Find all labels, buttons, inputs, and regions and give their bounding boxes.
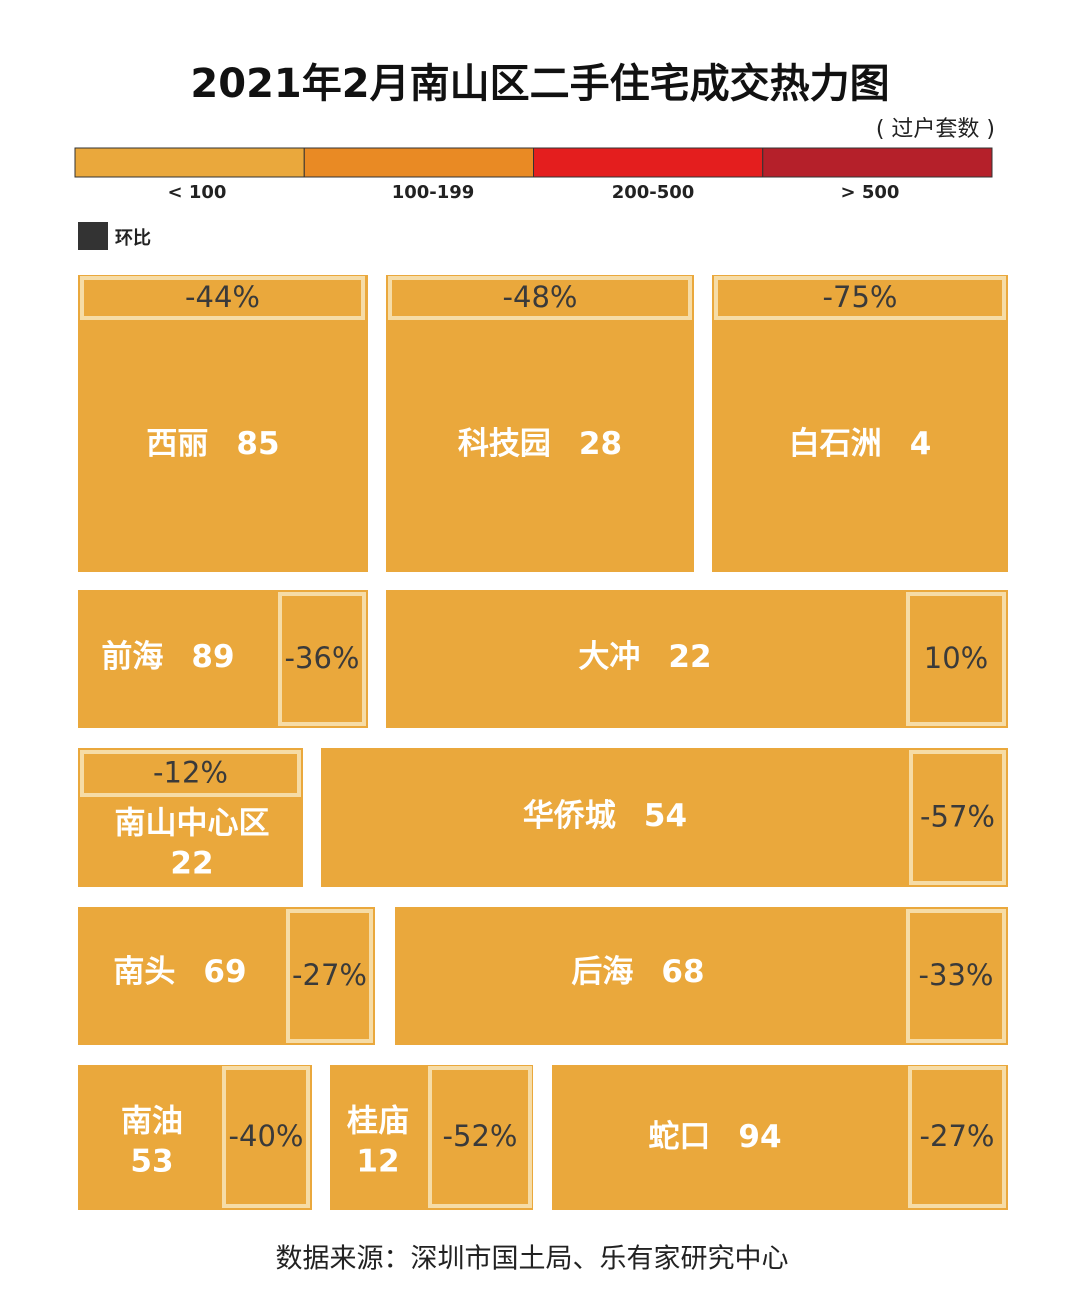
change-box	[428, 1066, 532, 1208]
change-box	[906, 592, 1006, 726]
tile-value: 68	[661, 954, 704, 990]
tile-value: 22	[170, 846, 213, 882]
tile-label: 前海 89	[101, 639, 234, 675]
tile	[712, 275, 1008, 572]
change-label: 10%	[924, 641, 988, 675]
tile-name: 前海	[101, 639, 163, 675]
change-label: -27%	[920, 1119, 995, 1153]
change-box	[908, 1066, 1006, 1208]
tile-value: 22	[668, 639, 711, 675]
change-label: -12%	[153, 756, 228, 790]
change-label: -33%	[919, 958, 994, 992]
tile-value: 85	[236, 426, 279, 462]
tile-name: 西丽	[146, 426, 208, 462]
change-legend-label: 环比	[115, 228, 151, 249]
tile-name: 蛇口	[648, 1119, 710, 1155]
tile-name: 大冲	[578, 639, 640, 675]
tile-label: 后海 68	[571, 954, 704, 990]
legend-swatch	[762, 147, 993, 178]
change-box	[388, 276, 692, 320]
tile-name: 南山中心区	[115, 806, 270, 842]
tile-value: 89	[191, 639, 234, 675]
tile	[395, 907, 1008, 1045]
change-label: -57%	[920, 800, 995, 834]
tile-label: 大冲 22	[578, 639, 711, 675]
tile	[386, 275, 694, 572]
change-box	[906, 909, 1006, 1043]
tile-label: 科技园 28	[458, 426, 622, 462]
tile-value: 54	[644, 798, 687, 834]
tile-value: 94	[738, 1119, 781, 1155]
tile-value: 12	[356, 1144, 399, 1180]
tile-label: 南头 69	[113, 954, 246, 990]
tile-name: 华侨城	[523, 798, 616, 834]
subtitle: ( 过户套数 )	[876, 117, 995, 142]
tile-name: 桂庙	[347, 1104, 409, 1140]
chart-title: 2021年2月南山区二手住宅成交热力图	[190, 61, 889, 107]
change-label: -75%	[823, 280, 898, 314]
change-box	[909, 750, 1006, 885]
legend-label: > 500	[841, 182, 900, 203]
change-label: -27%	[292, 958, 367, 992]
tile-value: 28	[579, 426, 622, 462]
legend-swatch	[533, 147, 764, 178]
tile-name: 科技园	[458, 426, 551, 462]
tile-value: 4	[910, 426, 932, 462]
tile-name: 后海	[571, 954, 633, 990]
change-label: -48%	[503, 280, 578, 314]
tile	[386, 590, 1008, 728]
change-label: -44%	[185, 280, 260, 314]
tile-label: 华侨城 54	[523, 798, 687, 834]
legend-label: 100-199	[392, 182, 475, 203]
tile	[321, 748, 1008, 887]
tile-label: 白石洲 4	[789, 426, 932, 462]
legend-label: < 100	[168, 182, 227, 203]
source: 数据来源：深圳市国土局、乐有家研究中心	[276, 1244, 789, 1275]
change-box	[80, 276, 365, 320]
change-legend-swatch	[78, 222, 108, 250]
tile-name: 南头	[113, 954, 175, 990]
change-label: -40%	[229, 1119, 304, 1153]
legend-swatch	[74, 147, 305, 178]
legend-label: 200-500	[612, 182, 695, 203]
tile-name: 白石洲	[789, 426, 882, 462]
tile-label: 西丽 85	[146, 426, 279, 462]
tile	[78, 275, 368, 572]
tile-value: 53	[130, 1144, 173, 1180]
change-box	[714, 276, 1006, 320]
tile-label: 蛇口 94	[648, 1119, 781, 1155]
change-box	[80, 750, 301, 797]
change-label: -36%	[285, 641, 360, 675]
tile-value: 69	[203, 954, 246, 990]
change-label: -52%	[443, 1119, 518, 1153]
change-box	[278, 592, 366, 726]
change-box	[286, 909, 373, 1043]
change-box	[222, 1066, 310, 1208]
tile-name: 南油	[121, 1104, 183, 1140]
legend-swatch	[303, 147, 534, 178]
